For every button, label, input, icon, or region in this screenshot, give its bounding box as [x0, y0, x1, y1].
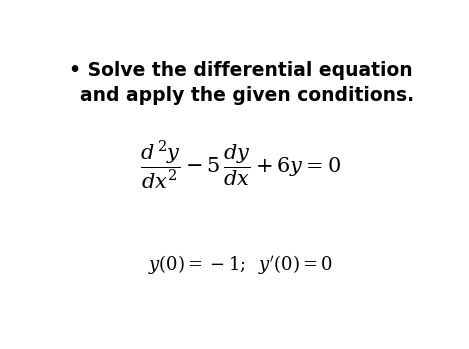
Text: $\dfrac{d^{\,2}y}{dx^2} - 5\,\dfrac{dy}{dx} + 6y = 0$: $\dfrac{d^{\,2}y}{dx^2} - 5\,\dfrac{dy}{…: [140, 140, 341, 192]
Text: • Solve the differential equation
  and apply the given conditions.: • Solve the differential equation and ap…: [67, 61, 414, 105]
Text: $y(0) = -1; \;\; y'(0) = 0$: $y(0) = -1; \;\; y'(0) = 0$: [148, 253, 333, 276]
